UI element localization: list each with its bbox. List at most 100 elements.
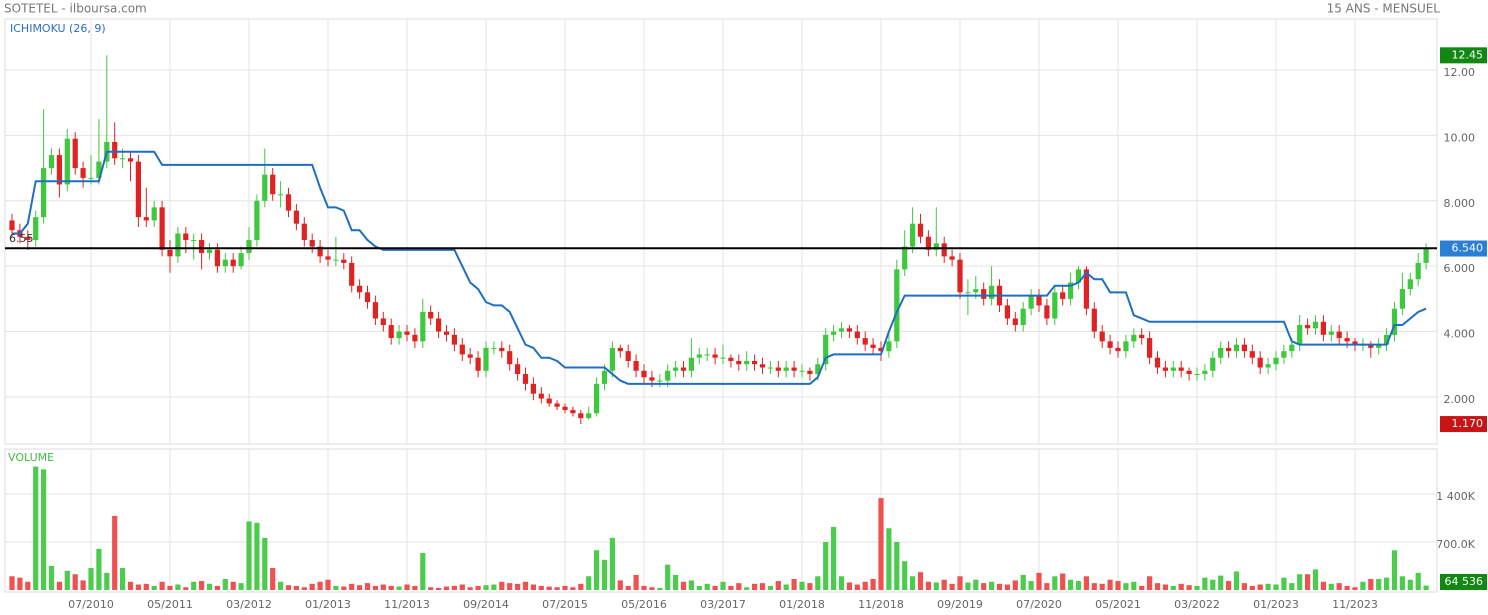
candle-body xyxy=(25,236,31,241)
volume-bar xyxy=(1233,571,1240,590)
volume-bar xyxy=(507,583,513,590)
volume-bar xyxy=(56,581,62,590)
volume-bar xyxy=(996,583,1003,590)
volume-bar xyxy=(357,585,363,590)
volume-bar xyxy=(1407,579,1413,590)
volume-panel xyxy=(4,448,1438,593)
volume-bar xyxy=(1218,575,1224,590)
candle-body xyxy=(483,347,489,371)
volume-bar xyxy=(1249,585,1255,590)
volume-bar xyxy=(1139,585,1145,590)
candle-body xyxy=(902,246,908,270)
value-marker-label: 6.540 xyxy=(1452,242,1484,255)
volume-bar xyxy=(894,541,900,590)
candle-body xyxy=(443,331,450,335)
volume-bar xyxy=(530,584,536,590)
candle-body xyxy=(910,223,916,247)
volume-bar xyxy=(1210,579,1216,590)
volume-bar xyxy=(941,579,947,590)
volume-bar xyxy=(736,583,742,590)
volume-bar xyxy=(759,583,766,590)
candle-body xyxy=(1226,347,1232,352)
volume-bar xyxy=(120,568,126,590)
volume-bar xyxy=(1060,573,1066,590)
candle-body xyxy=(878,347,884,352)
volume-bar xyxy=(720,581,726,590)
candle-body xyxy=(933,243,939,250)
x-tick-label: 05/2021 xyxy=(1095,598,1141,611)
y-tick-label: 1 400K xyxy=(1436,490,1475,503)
candle-body xyxy=(657,380,663,382)
volume-bar xyxy=(349,583,355,590)
volume-bar xyxy=(1352,587,1358,590)
volume-bar xyxy=(1297,574,1303,590)
x-tick-label: 01/2018 xyxy=(779,598,825,611)
candle-body xyxy=(799,370,805,372)
candle-body xyxy=(222,259,228,267)
volume-bar xyxy=(1384,577,1390,590)
candle-body xyxy=(1186,370,1192,375)
volume-bar xyxy=(1202,577,1208,590)
candle-body xyxy=(1312,321,1319,329)
candle-body xyxy=(752,360,758,365)
candle-body xyxy=(206,249,213,254)
volume-bar xyxy=(965,582,971,590)
candle-body xyxy=(96,161,102,178)
volume-bar xyxy=(989,581,995,590)
value-marker-label: 64 536 xyxy=(1445,575,1484,588)
volume-bar xyxy=(515,583,521,590)
y-tick-label: 6.000 xyxy=(1444,262,1476,275)
marks xyxy=(5,55,1437,590)
volume-bar xyxy=(1360,581,1366,590)
candle-body xyxy=(175,233,181,257)
candle-body xyxy=(1178,367,1184,371)
volume-bar xyxy=(1052,576,1058,590)
volume-bar xyxy=(870,579,876,590)
y-tick-label: 12.00 xyxy=(1444,66,1476,79)
price-panel xyxy=(4,18,1438,445)
volume-bar xyxy=(301,587,307,590)
candle-body xyxy=(973,289,979,293)
volume-bar xyxy=(1068,579,1074,590)
volume-bar xyxy=(562,585,568,590)
volume-bar xyxy=(483,585,489,590)
volume-bar xyxy=(214,585,220,590)
candle-body xyxy=(673,367,679,371)
candle-body xyxy=(696,354,702,358)
volume-bar xyxy=(917,572,924,590)
volume-bar xyxy=(285,585,292,590)
volume-bar xyxy=(783,584,789,590)
volume-bar xyxy=(633,574,639,590)
volume-bar xyxy=(80,580,86,590)
value-marker xyxy=(1440,416,1487,433)
volume-bar xyxy=(649,587,655,590)
y-tick-label: 4.000 xyxy=(1444,328,1476,341)
candle-body xyxy=(870,344,876,348)
volume-bar xyxy=(404,584,410,590)
volume-bar xyxy=(688,580,694,590)
volume-bar xyxy=(1305,574,1311,590)
x-tick-label: 05/2016 xyxy=(621,598,667,611)
volume-bar xyxy=(199,581,205,590)
candle-body xyxy=(515,364,521,375)
volume-bar xyxy=(420,552,426,590)
volume-bar xyxy=(1320,581,1326,590)
candle-body xyxy=(364,292,371,303)
candle-body xyxy=(491,347,497,349)
volume-bar xyxy=(262,537,268,590)
volume-bar xyxy=(41,469,47,590)
period: 15 ANS - MENSUEL xyxy=(1327,2,1441,16)
volume-bar xyxy=(902,561,908,590)
candle-body xyxy=(341,259,347,263)
candle-body xyxy=(1384,334,1390,345)
x-tick-label: 09/2019 xyxy=(937,598,983,611)
candle-body xyxy=(854,331,860,339)
volume-bar xyxy=(1194,585,1200,590)
x-tick-label: 11/2013 xyxy=(384,598,430,611)
candle-body xyxy=(633,360,639,371)
volume-bar xyxy=(1368,579,1374,590)
volume-bar xyxy=(1226,581,1232,590)
volume-bar xyxy=(1328,583,1334,590)
candle-body xyxy=(1060,292,1066,299)
candle-body xyxy=(554,403,560,407)
